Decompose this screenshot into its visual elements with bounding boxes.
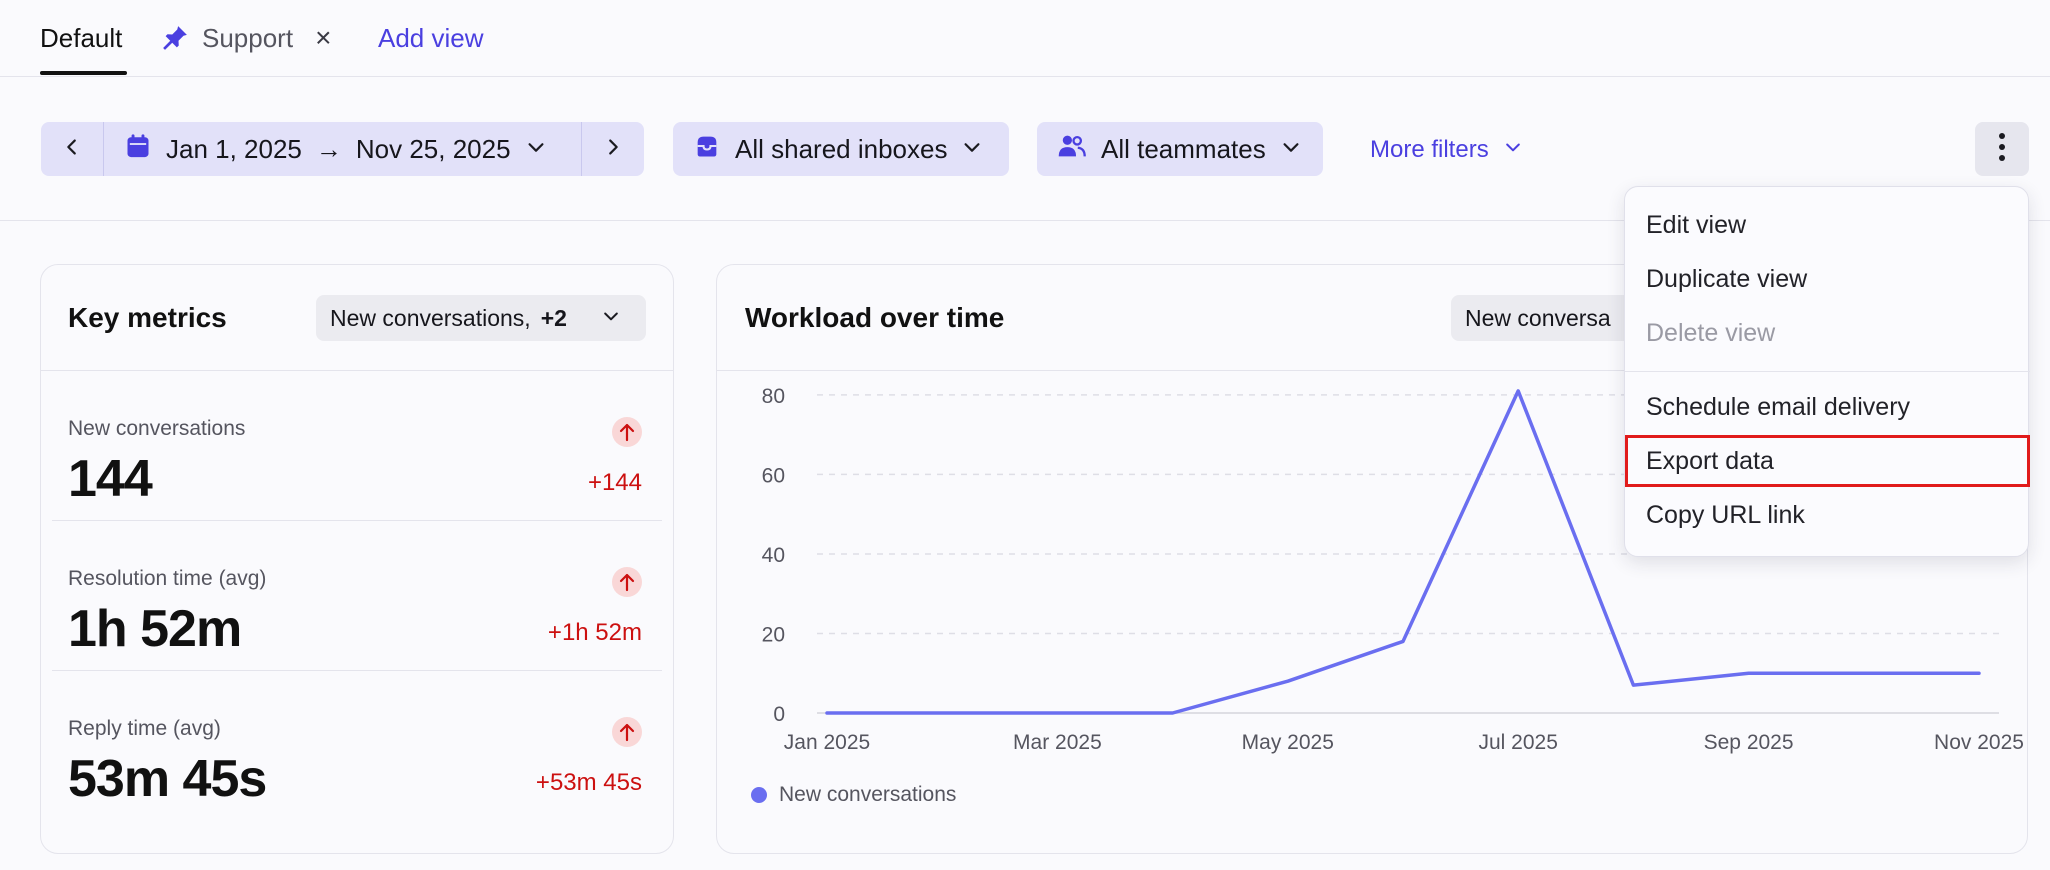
chevron-down-icon [601, 305, 621, 332]
y-tick-label: 40 [762, 544, 785, 567]
more-filters-label: More filters [1370, 136, 1489, 163]
metrics-select-extra: +2 [540, 304, 567, 331]
workload-select-label: New conversa [1465, 304, 1611, 331]
x-tick-label: May 2025 [1242, 731, 1334, 754]
chevron-down-icon [525, 134, 547, 165]
date-range-picker[interactable]: Jan 1, 2025 → Nov 25, 2025 [104, 122, 582, 176]
menu-divider [1625, 371, 2030, 372]
metrics-select-dropdown[interactable]: New conversations, +2 [316, 295, 646, 341]
close-icon[interactable]: × [315, 22, 332, 53]
teammates-filter-label: All teammates [1101, 133, 1266, 164]
date-start: Jan 1, 2025 [166, 133, 302, 164]
inbox-icon [693, 132, 721, 167]
tab-default[interactable]: Default [40, 20, 122, 56]
menu-item-copy-url-link[interactable]: Copy URL link [1646, 500, 1805, 529]
calendar-icon [124, 132, 152, 167]
menu-item-delete-view: Delete view [1646, 318, 1776, 347]
metric-label: New conversations [68, 417, 246, 440]
metric-delta: +53m 45s [535, 769, 642, 796]
metric-value: 53m 45s [68, 750, 267, 808]
metric-row: New conversations 144 +144 [52, 371, 662, 521]
chevron-down-icon [961, 134, 983, 165]
chevron-down-icon [1503, 136, 1523, 164]
x-tick-label: Jan 2025 [784, 731, 870, 754]
teammates-icon [1057, 132, 1087, 167]
key-metrics-card: Key metrics New conversations, +2 New co… [40, 264, 674, 854]
add-view-link[interactable]: Add view [378, 20, 484, 56]
metric-row: Reply time (avg) 53m 45s +53m 45s [52, 671, 662, 821]
workload-title: Workload over time [745, 302, 1005, 333]
key-metrics-title: Key metrics [68, 302, 227, 333]
chevron-right-icon [602, 134, 624, 165]
menu-item-edit-view[interactable]: Edit view [1646, 210, 1747, 239]
legend-swatch [751, 787, 767, 803]
arrow-up-icon [612, 417, 642, 447]
arrow-right-icon: → [315, 133, 342, 164]
tab-default-label: Default [40, 22, 123, 53]
menu-item-duplicate-view[interactable]: Duplicate view [1646, 264, 1808, 293]
y-tick-label: 0 [773, 703, 785, 726]
more-filters-button[interactable]: More filters [1370, 130, 1523, 170]
arrow-up-icon [612, 567, 642, 597]
teammates-filter-dropdown[interactable]: All teammates [1037, 122, 1323, 176]
y-tick-label: 60 [762, 464, 785, 487]
arrow-up-icon [612, 717, 642, 747]
view-options-button[interactable] [1975, 122, 2029, 176]
metric-value: 144 [68, 450, 153, 508]
chevron-left-icon [61, 134, 83, 165]
y-tick-label: 20 [762, 623, 785, 646]
tab-support[interactable]: Support × [160, 20, 331, 56]
menu-item-export-data[interactable]: Export data [1625, 435, 2030, 487]
metrics-select-label: New conversations, [330, 304, 531, 331]
tab-support-label: Support [202, 22, 294, 53]
menu-item-schedule-email-delivery[interactable]: Schedule email delivery [1646, 392, 1911, 421]
date-end: Nov 25, 2025 [355, 133, 511, 164]
key-metrics-header: Key metrics New conversations, +2 [41, 265, 673, 371]
view-options-menu: Edit view Duplicate view Delete view Sch… [1624, 186, 2030, 557]
more-vertical-icon [1998, 132, 2006, 167]
add-view-label: Add view [378, 22, 484, 53]
metric-row: Resolution time (avg) 1h 52m +1h 52m [52, 521, 662, 671]
x-tick-label: Sep 2025 [1704, 731, 1794, 754]
metric-value: 1h 52m [68, 600, 242, 658]
chart-legend: New conversations [751, 783, 956, 807]
date-range-control: Jan 1, 2025 → Nov 25, 2025 [41, 122, 644, 176]
filter-bar: Jan 1, 2025 → Nov 25, 2025 All shared in… [0, 78, 2050, 221]
metric-label: Resolution time (avg) [68, 567, 267, 590]
view-tabs-bar: Default Support × Add view [0, 0, 2050, 77]
x-tick-label: Jul 2025 [1478, 731, 1557, 754]
next-period-button[interactable] [582, 122, 644, 176]
y-tick-label: 80 [762, 385, 785, 408]
x-tick-label: Nov 2025 [1934, 731, 2024, 754]
inbox-filter-label: All shared inboxes [735, 133, 948, 164]
metric-delta: +1h 52m [547, 619, 642, 646]
inbox-filter-dropdown[interactable]: All shared inboxes [673, 122, 1009, 176]
active-tab-indicator [40, 71, 127, 75]
metric-label: Reply time (avg) [68, 717, 221, 740]
pin-icon [160, 23, 190, 53]
legend-label: New conversations [779, 783, 957, 806]
previous-period-button[interactable] [41, 122, 104, 176]
x-tick-label: Mar 2025 [1013, 731, 1102, 754]
metric-delta: +144 [587, 469, 642, 496]
chevron-down-icon [1280, 134, 1302, 165]
